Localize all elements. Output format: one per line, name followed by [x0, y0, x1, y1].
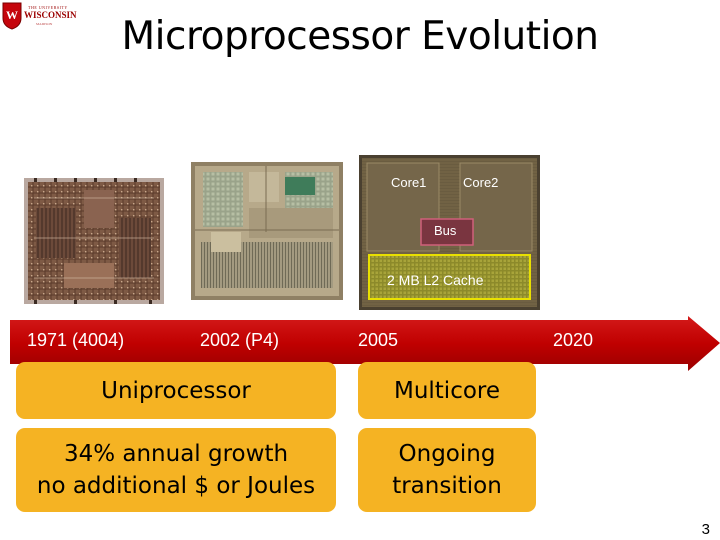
timeline-label-1971: 1971 (4004) [27, 330, 125, 350]
growth-line-1: 34% annual growth [63, 441, 289, 467]
svg-text:W: W [6, 8, 18, 22]
multicore-box: Multicore [358, 362, 536, 419]
growth-line-2: no additional $ or Joules [36, 473, 316, 499]
die-label-core1: Core1 [391, 175, 427, 190]
die-label-bus: Bus [434, 223, 457, 238]
uniprocessor-box: Uniprocessor [16, 362, 336, 419]
die-label-core2: Core2 [463, 175, 499, 190]
page-number: 3 [701, 521, 710, 538]
intel-4004-photo [24, 178, 164, 304]
timeline-arrow [10, 316, 720, 371]
transition-line-1: Ongoing [398, 441, 496, 467]
die-label-cache: 2 MB L2 Cache [387, 272, 484, 288]
timeline-label-2005: 2005 [358, 330, 399, 350]
slide-title: Microprocessor Evolution [121, 14, 599, 59]
logo-line-3: MADISON [36, 22, 53, 26]
uniprocessor-label: Uniprocessor [101, 377, 251, 404]
pentium-4-die-photo [191, 162, 343, 300]
logo-line-1: THE UNIVERSITY [28, 5, 68, 10]
growth-box: 34% annual growth no additional $ or Jou… [16, 428, 336, 512]
multicore-die-photo: Core1 Core2 Bus 2 MB L2 Cache [359, 155, 540, 310]
logo-line-2: WISCONSIN [24, 10, 77, 20]
transition-line-2: transition [392, 473, 502, 499]
crest-icon: W [2, 2, 22, 30]
transition-box: Ongoing transition [358, 428, 536, 512]
timeline-label-2002: 2002 (P4) [200, 330, 280, 350]
university-logo: W THE UNIVERSITY WISCONSIN MADISON [2, 2, 90, 38]
timeline-label-2020: 2020 [553, 330, 594, 350]
multicore-label: Multicore [393, 377, 501, 404]
